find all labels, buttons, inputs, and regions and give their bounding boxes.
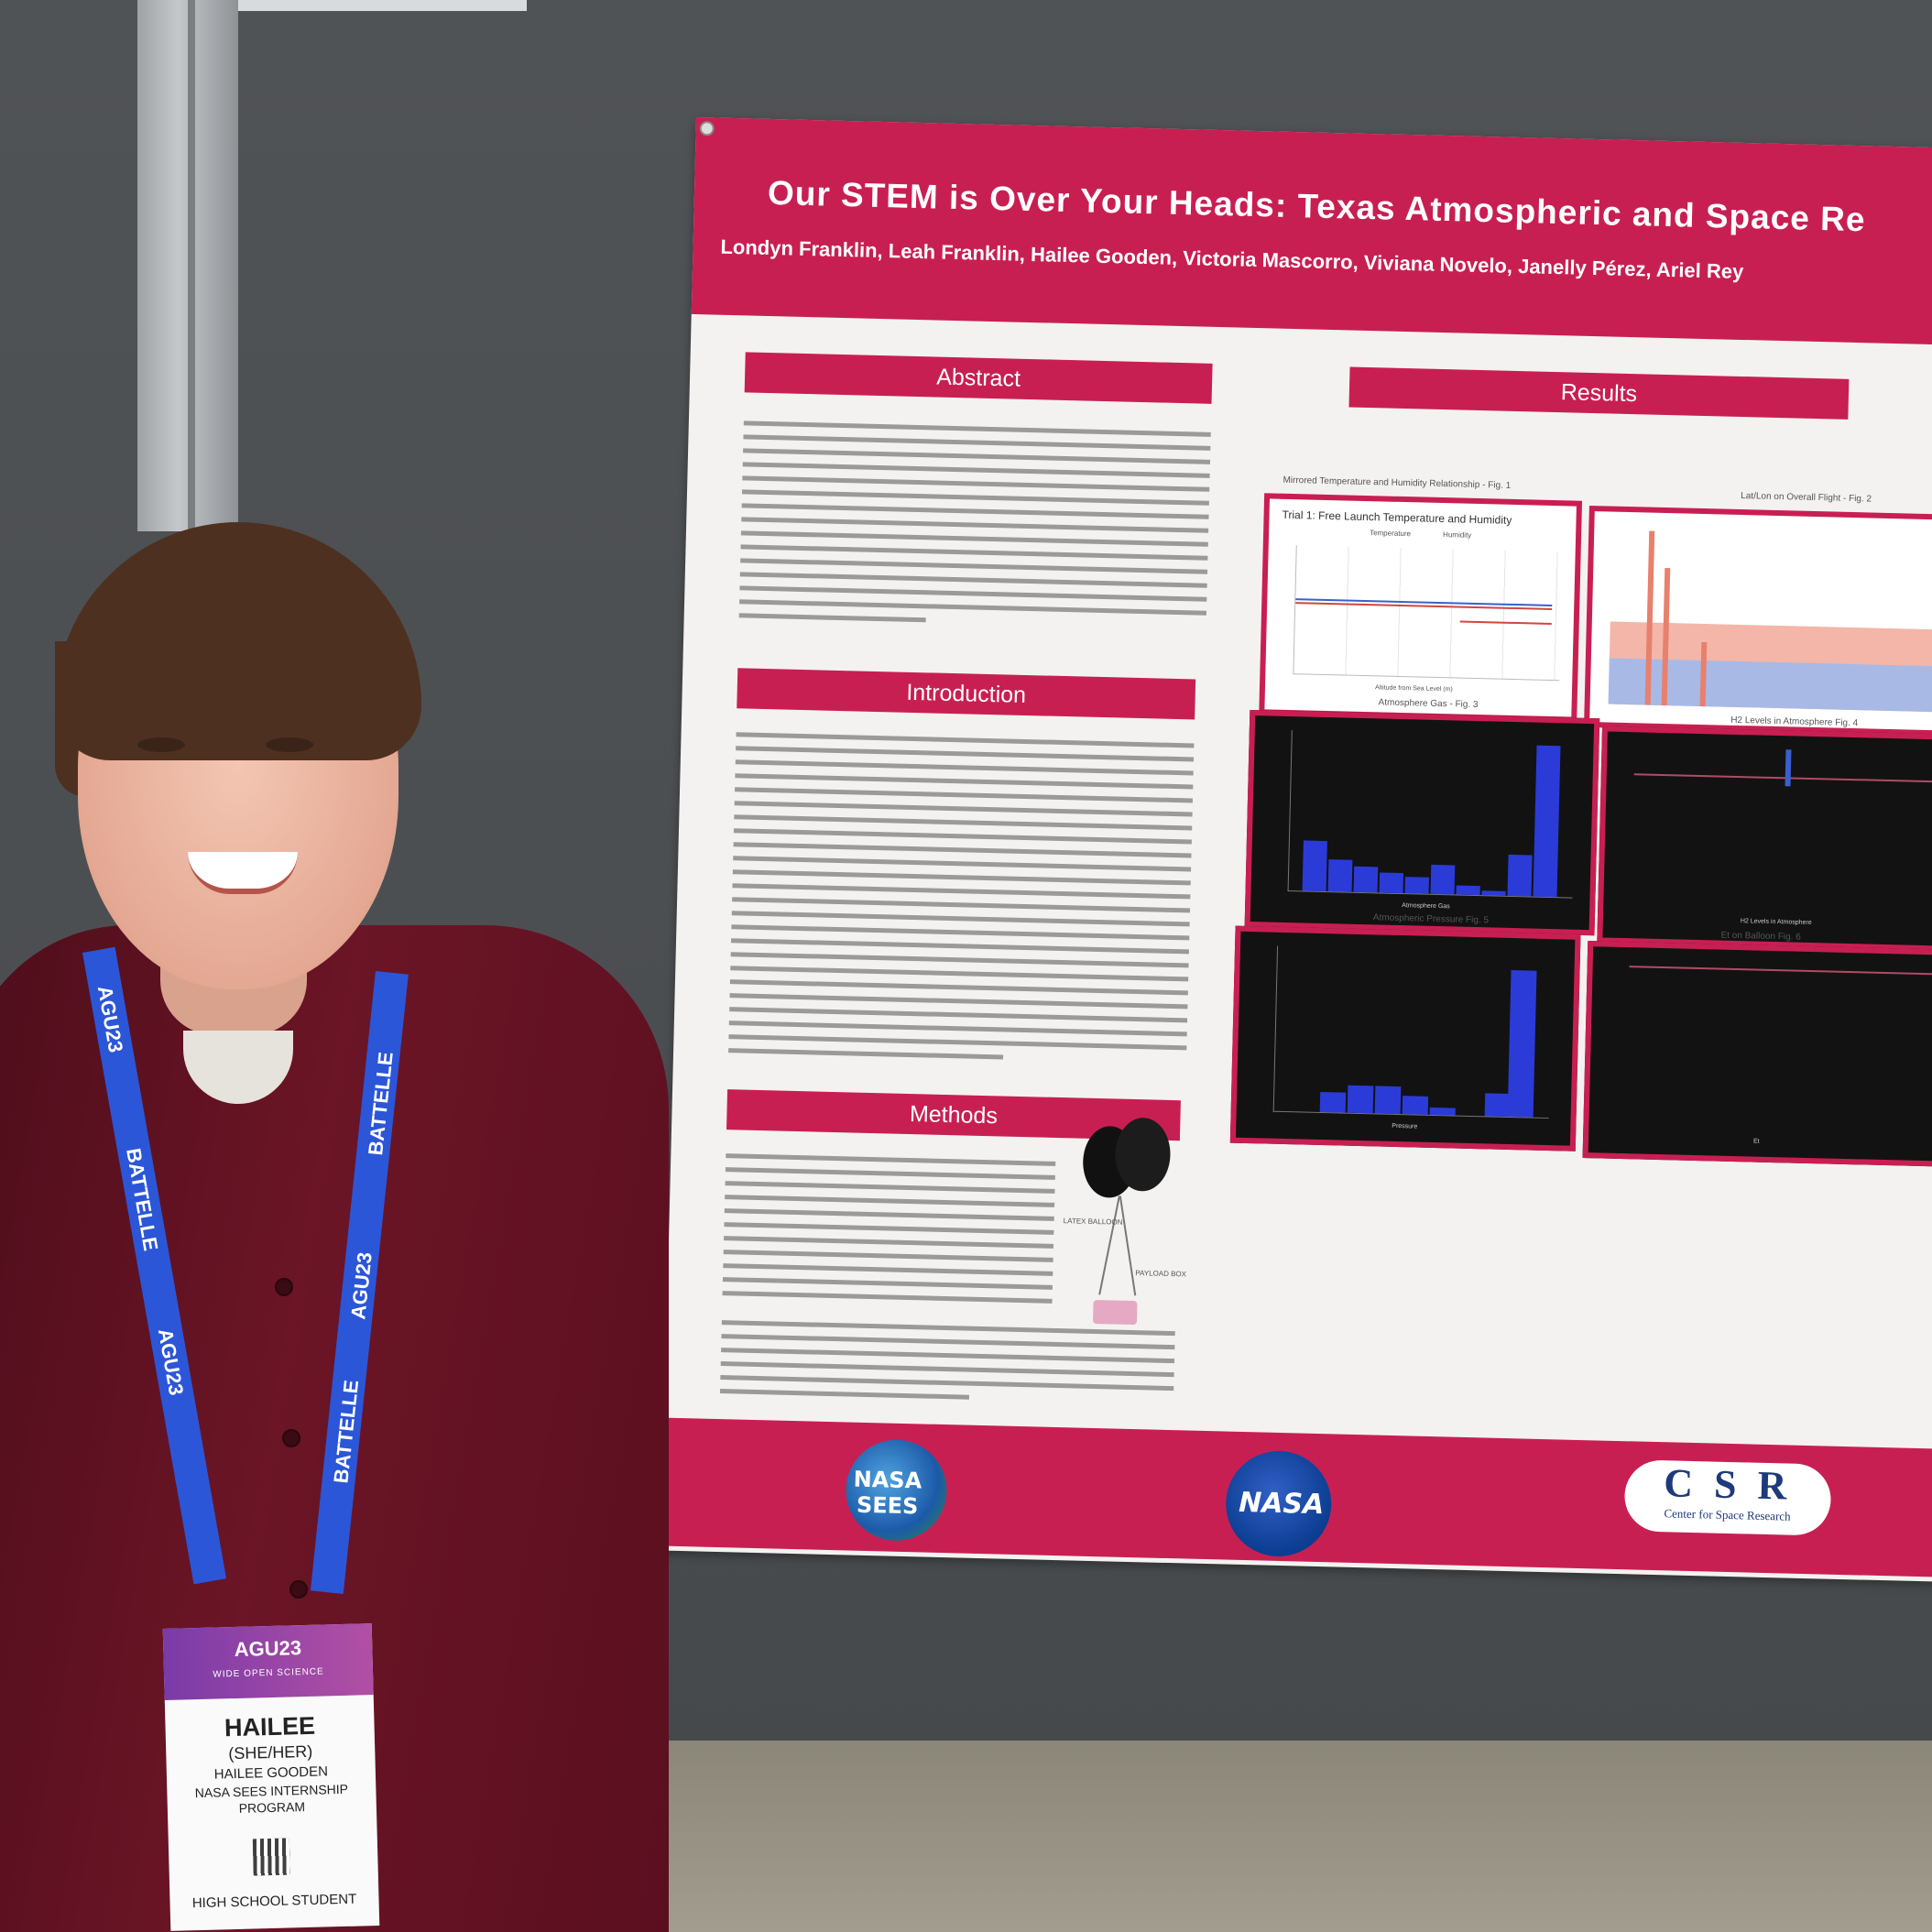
- temperature-line-segment: [1459, 620, 1552, 625]
- figure-caption: Et on Balloon Fig. 6: [1720, 930, 1801, 943]
- smile: [188, 852, 298, 894]
- badge-name: HAILEE: [224, 1711, 316, 1742]
- figure-4-xlabel: H2 Levels in Atmosphere: [1740, 918, 1812, 927]
- csr-logo-text: C S R: [1663, 1460, 1793, 1509]
- poster-title: Our STEM is Over Your Heads: Texas Atmos…: [767, 173, 1866, 239]
- bar: [1327, 859, 1353, 892]
- bar: [1374, 1086, 1402, 1115]
- abstract-heading: Abstract: [744, 352, 1213, 404]
- bar: [1533, 745, 1561, 898]
- nasa-sees-logo: NASA SEES: [845, 1438, 948, 1543]
- flight-area-fill: [1608, 658, 1932, 713]
- latex-balloon-label: LATEX BALLOON: [1063, 1217, 1123, 1227]
- eye: [266, 737, 313, 752]
- bar: [1347, 1085, 1374, 1114]
- figure-5-plot-area: [1272, 945, 1553, 1119]
- figure-6-line-chart: Et: [1582, 941, 1932, 1167]
- figure-1-legend-temperature: Temperature: [1370, 529, 1412, 539]
- badge-pronouns: (SHE/HER): [228, 1741, 313, 1763]
- figure-2-flight-path-chart: [1584, 505, 1932, 737]
- bar: [1507, 854, 1533, 897]
- introduction-body-text: [728, 732, 1195, 1073]
- badge-banner: AGU23 WIDE OPEN SCIENCE: [162, 1623, 374, 1701]
- csr-logo: C S R Center for Space Research: [1623, 1459, 1832, 1536]
- bar: [1353, 866, 1379, 893]
- lanyard-text: AGU23: [93, 984, 128, 1054]
- bar: [1430, 864, 1456, 895]
- bar: [1481, 890, 1506, 896]
- bar: [1402, 1096, 1429, 1115]
- balloon-shape: [1114, 1117, 1172, 1192]
- bar: [1379, 872, 1404, 894]
- figure-3-xlabel: Atmosphere Gas: [1402, 902, 1450, 911]
- methods-body-text: [722, 1153, 1056, 1313]
- results-heading: Results: [1348, 366, 1850, 420]
- payload-box: [1092, 1299, 1138, 1326]
- payload-box-label: PAYLOAD BOX: [1135, 1269, 1187, 1279]
- bar: [1507, 970, 1537, 1118]
- research-poster: Our STEM is Over Your Heads: Texas Atmos…: [660, 117, 1932, 1582]
- badge-event: AGU23: [234, 1636, 302, 1662]
- figure-5-xlabel: Pressure: [1392, 1122, 1418, 1130]
- abstract-body-text: [738, 420, 1211, 638]
- introduction-heading: Introduction: [737, 668, 1196, 720]
- figure-5-bar-chart: Pressure: [1229, 925, 1581, 1152]
- top-sign-edge: [183, 0, 527, 11]
- figure-caption: Mirrored Temperature and Humidity Relati…: [1283, 475, 1512, 491]
- bar: [1404, 877, 1429, 894]
- figure-3-plot-area: [1287, 730, 1577, 899]
- shirt-button: [282, 1429, 300, 1447]
- person-presenter: AGU23 BATTELLE AGU23 BATTELLE AGU23 BATT…: [0, 0, 696, 1932]
- nasa-sees-logo-text: SEES: [856, 1491, 919, 1520]
- badge-tagline: WIDE OPEN SCIENCE: [213, 1666, 324, 1680]
- poster-authors: Londyn Franklin, Leah Franklin, Hailee G…: [720, 235, 1744, 283]
- name-badge: AGU23 WIDE OPEN SCIENCE HAILEE (SHE/HER)…: [162, 1623, 380, 1931]
- nasa-meatball-logo: NASA: [1224, 1449, 1333, 1558]
- figure-1-legend-humidity: Humidity: [1443, 530, 1472, 540]
- figure-4-line-chart: H2 Levels in Atmosphere: [1597, 726, 1932, 952]
- lanyard-text: AGU23: [346, 1250, 377, 1321]
- figure-6-xlabel: Et: [1752, 1138, 1760, 1145]
- balloon-diagram: LATEX BALLOON PAYLOAD BOX: [1064, 1116, 1195, 1338]
- badge-role: HIGH SCHOOL STUDENT: [191, 1891, 357, 1912]
- balloon-string: [1119, 1195, 1137, 1296]
- floor: [550, 1741, 1932, 1932]
- figure-1-title: Trial 1: Free Launch Temperature and Hum…: [1282, 508, 1512, 527]
- h2-spike: [1785, 749, 1792, 787]
- wall-post-groove: [188, 0, 195, 531]
- lanyard-text: AGU23: [153, 1326, 189, 1397]
- nasa-sees-logo-text: NASA: [853, 1466, 922, 1494]
- badge-full-name: HAILEE GOODEN: [213, 1763, 329, 1783]
- nasa-logo-text: NASA: [1238, 1486, 1325, 1522]
- hair: [55, 522, 421, 760]
- et-line: [1629, 966, 1932, 976]
- bar: [1319, 1091, 1347, 1113]
- badge-qr-code: [252, 1838, 290, 1876]
- shirt-button: [289, 1580, 308, 1599]
- badge-affiliation-cont: PROGRAM: [238, 1799, 306, 1816]
- bar: [1302, 840, 1327, 892]
- figure-1-line-chart: Trial 1: Free Launch Temperature and Hum…: [1259, 493, 1583, 723]
- shirt-button: [275, 1278, 293, 1296]
- bar: [1429, 1107, 1456, 1116]
- bar: [1456, 885, 1480, 896]
- poster-header: Our STEM is Over Your Heads: Texas Atmos…: [691, 117, 1932, 346]
- figure-caption: Lat/Lon on Overall Flight - Fig. 2: [1741, 490, 1872, 505]
- balloon-string: [1098, 1195, 1120, 1295]
- eye: [137, 737, 185, 752]
- h2-line: [1633, 773, 1932, 783]
- figure-3-bar-chart: Atmosphere Gas: [1244, 709, 1600, 936]
- figure-1-xlabel: Altitude from Sea Level (m): [1374, 684, 1453, 693]
- figure-1-plot-area: [1293, 545, 1563, 682]
